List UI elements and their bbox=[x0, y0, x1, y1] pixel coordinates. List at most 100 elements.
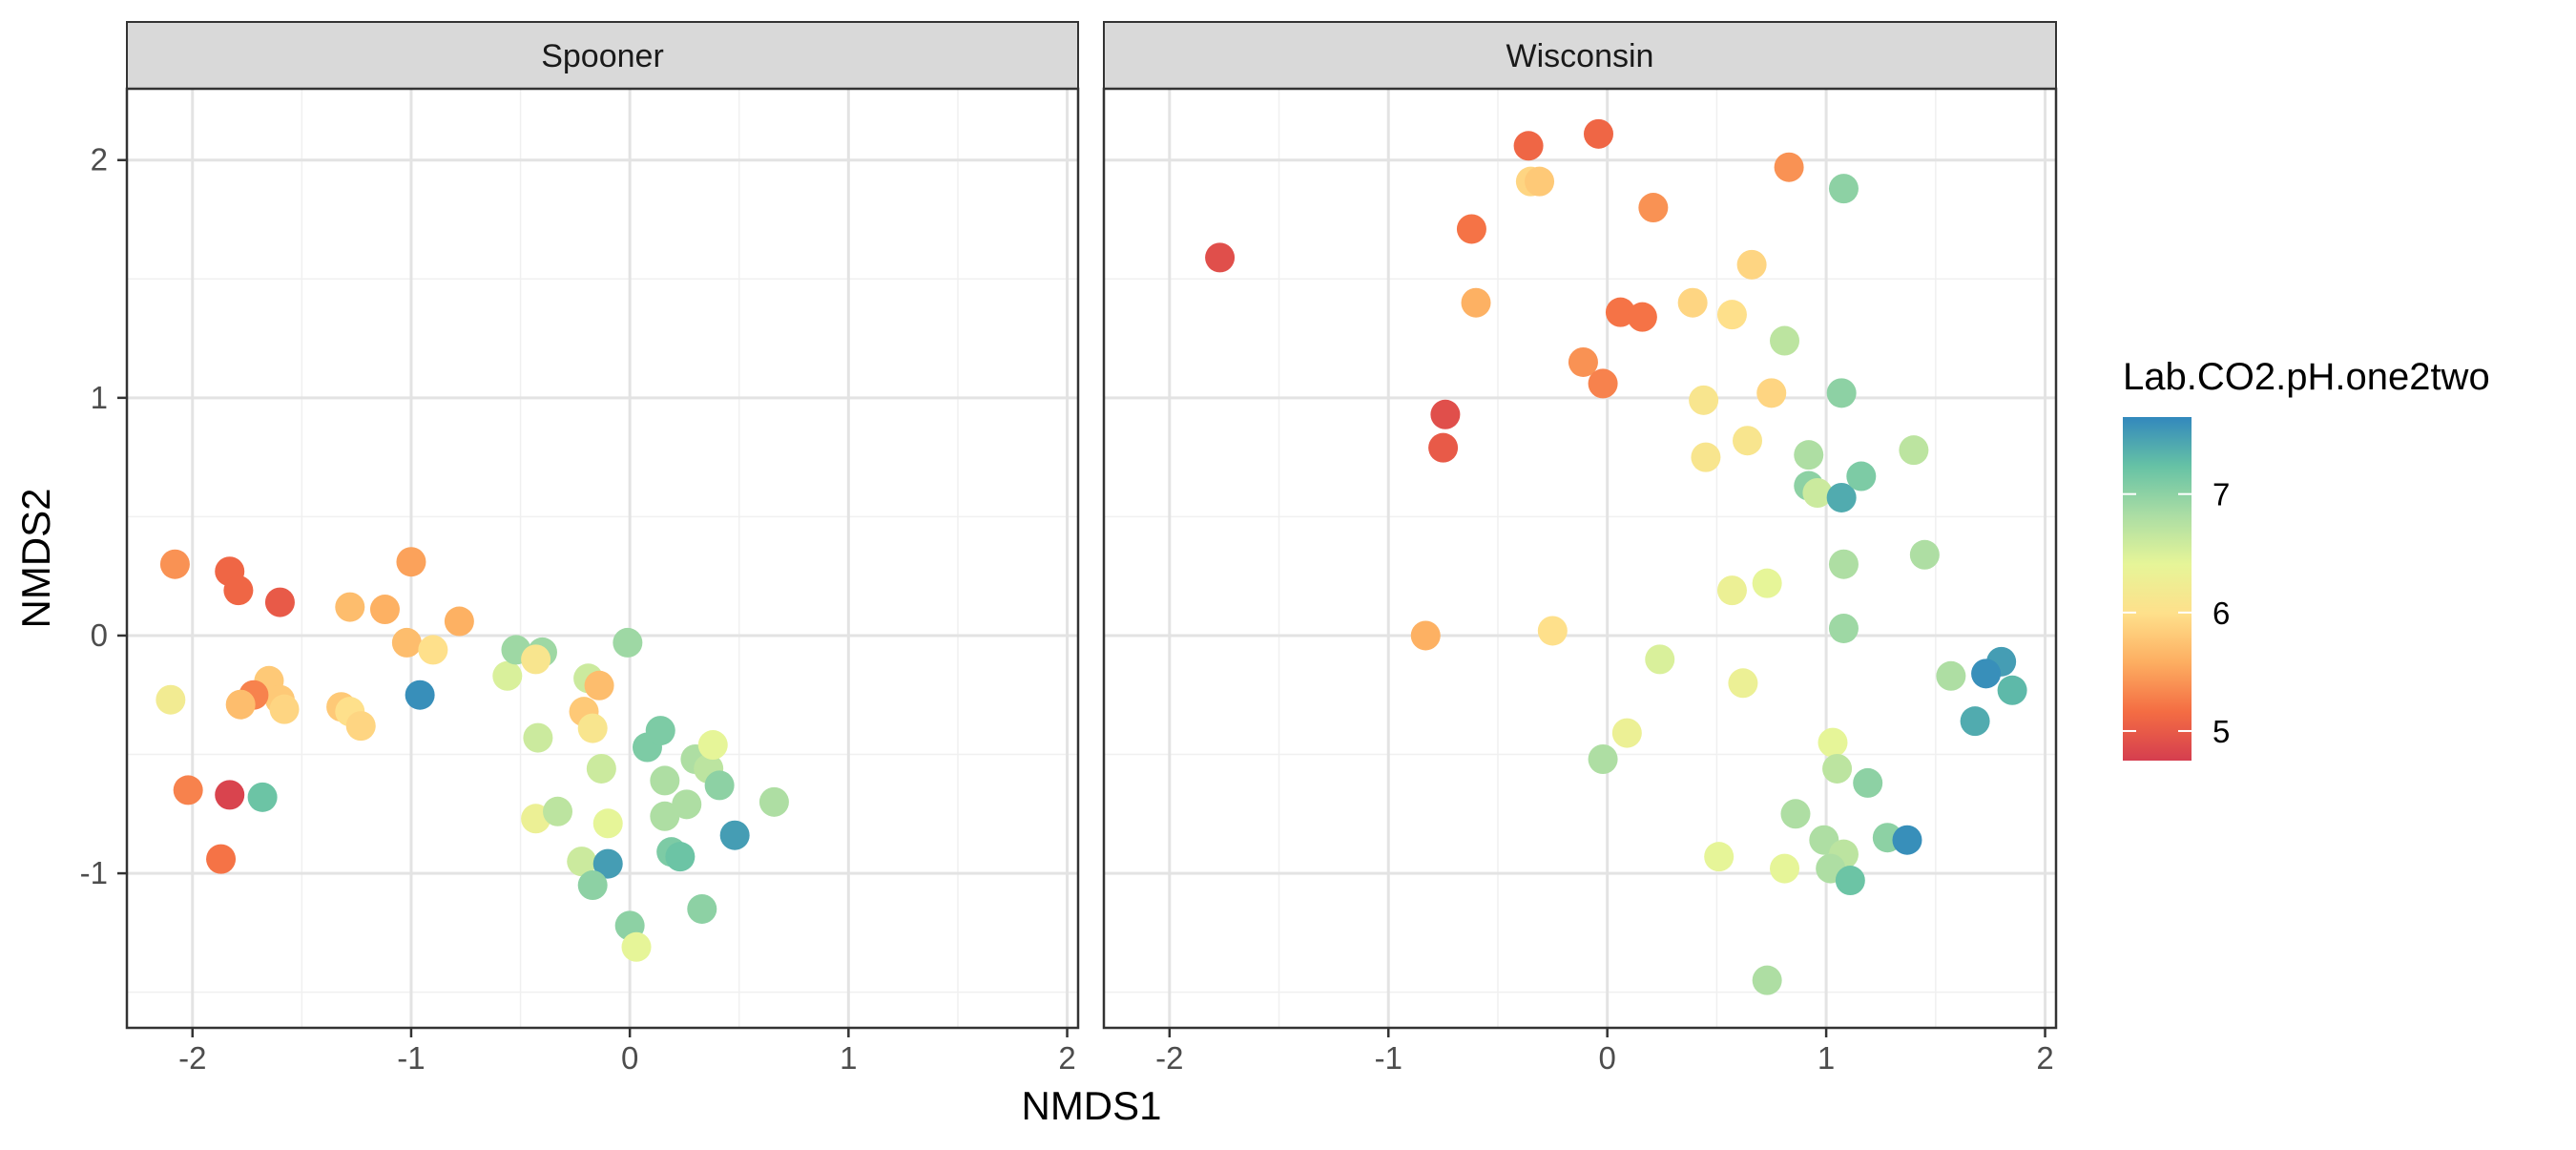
data-point bbox=[650, 801, 680, 831]
data-point bbox=[345, 711, 376, 742]
facet-strip bbox=[126, 21, 1079, 90]
data-point bbox=[1826, 378, 1857, 408]
data-point bbox=[1428, 432, 1459, 463]
data-point bbox=[1704, 842, 1735, 872]
x-tick-label: 1 bbox=[1818, 1040, 1835, 1076]
data-point bbox=[1846, 461, 1877, 491]
x-axis-title: NMDS1 bbox=[1021, 1083, 1161, 1128]
data-point bbox=[418, 635, 448, 665]
panel-border bbox=[1102, 87, 2058, 1030]
data-point bbox=[215, 780, 245, 810]
data-point bbox=[405, 680, 435, 710]
data-point bbox=[1835, 866, 1865, 896]
data-point bbox=[1960, 706, 1990, 737]
data-point bbox=[1780, 799, 1811, 829]
y-tick-label: -1 bbox=[80, 855, 108, 890]
data-point bbox=[335, 592, 365, 622]
data-point bbox=[1588, 368, 1618, 399]
data-point bbox=[1611, 718, 1642, 748]
data-point bbox=[1770, 853, 1800, 884]
data-point bbox=[1828, 549, 1859, 579]
y-tick-label: 1 bbox=[91, 380, 108, 415]
data-point bbox=[444, 606, 474, 637]
data-point bbox=[687, 893, 717, 924]
scatter-points bbox=[156, 547, 789, 962]
scatter-points bbox=[1205, 118, 2027, 995]
data-point bbox=[1689, 385, 1719, 415]
data-point bbox=[1736, 249, 1767, 280]
facet-panel-wisconsin: Wisconsin bbox=[1102, 21, 2058, 1030]
data-point bbox=[592, 848, 623, 879]
data-point bbox=[1774, 152, 1804, 182]
facet-panel-spooner: Spooner bbox=[125, 21, 1080, 1030]
legend-title: Lab.CO2.pH.one2two bbox=[2123, 356, 2490, 398]
data-point bbox=[269, 694, 300, 724]
data-point bbox=[247, 782, 278, 812]
data-point bbox=[758, 786, 789, 817]
data-point bbox=[621, 931, 652, 962]
facet-panels: Spooner Wisconsin bbox=[125, 21, 2058, 1030]
data-point bbox=[1828, 613, 1859, 643]
data-point bbox=[1752, 965, 1782, 995]
panel-border bbox=[125, 87, 1080, 1030]
data-point bbox=[156, 684, 186, 715]
data-point bbox=[1822, 753, 1853, 784]
data-point bbox=[665, 842, 696, 872]
facet-strip-label: Spooner bbox=[541, 38, 664, 74]
x-tick-label: 1 bbox=[840, 1040, 857, 1076]
data-point bbox=[1899, 435, 1929, 466]
data-point bbox=[521, 644, 551, 675]
data-point bbox=[577, 870, 608, 901]
data-point bbox=[1997, 675, 2027, 705]
data-point bbox=[1826, 482, 1857, 512]
data-point bbox=[1756, 378, 1787, 408]
data-point bbox=[1728, 668, 1758, 699]
data-point bbox=[1909, 539, 1940, 570]
data-point bbox=[1430, 399, 1461, 429]
legend-tick-label: 5 bbox=[2212, 714, 2230, 749]
x-tick-label: -2 bbox=[1155, 1040, 1183, 1076]
data-point bbox=[523, 722, 553, 753]
data-point bbox=[1828, 174, 1859, 204]
data-point bbox=[223, 575, 254, 606]
data-point bbox=[577, 713, 608, 743]
data-point bbox=[584, 670, 614, 700]
data-point bbox=[1627, 302, 1657, 332]
data-point bbox=[1588, 744, 1618, 775]
data-point bbox=[613, 627, 643, 658]
data-point bbox=[1716, 300, 1747, 330]
data-point bbox=[1733, 426, 1763, 456]
data-point bbox=[369, 595, 400, 625]
y-tick-label: 2 bbox=[91, 142, 108, 178]
y-tick-label: 0 bbox=[91, 617, 108, 653]
x-tick-label: 0 bbox=[621, 1040, 638, 1076]
data-point bbox=[586, 753, 616, 784]
data-point bbox=[159, 549, 190, 579]
data-point bbox=[492, 660, 523, 691]
data-point bbox=[1853, 767, 1883, 798]
data-point bbox=[1752, 568, 1782, 598]
legend-tick-label: 6 bbox=[2212, 596, 2230, 631]
data-point bbox=[650, 765, 680, 796]
data-point bbox=[1818, 727, 1848, 758]
axes: -2 -1 0 1 2 -2 -1 0 1 2 -1 0 1 2 NMDS1 NMDS2 bbox=[13, 142, 2054, 1128]
data-point bbox=[1645, 644, 1675, 675]
x-tick-label: -2 bbox=[178, 1040, 206, 1076]
data-point bbox=[1461, 287, 1491, 318]
data-point bbox=[1892, 825, 1922, 855]
x-tick-label: 2 bbox=[2036, 1040, 2053, 1076]
data-point bbox=[1584, 118, 1614, 149]
data-point bbox=[1677, 287, 1708, 318]
data-point bbox=[1802, 477, 1833, 508]
data-point bbox=[1205, 242, 1236, 273]
data-point bbox=[173, 775, 203, 805]
facet-strip-label: Wisconsin bbox=[1506, 38, 1654, 74]
x-tick-label: -1 bbox=[1375, 1040, 1402, 1076]
data-point bbox=[264, 587, 295, 617]
data-point bbox=[645, 716, 675, 746]
data-point bbox=[1525, 166, 1555, 197]
panel-background bbox=[1104, 89, 2056, 1028]
data-point bbox=[697, 730, 728, 761]
x-tick-label: 0 bbox=[1598, 1040, 1615, 1076]
